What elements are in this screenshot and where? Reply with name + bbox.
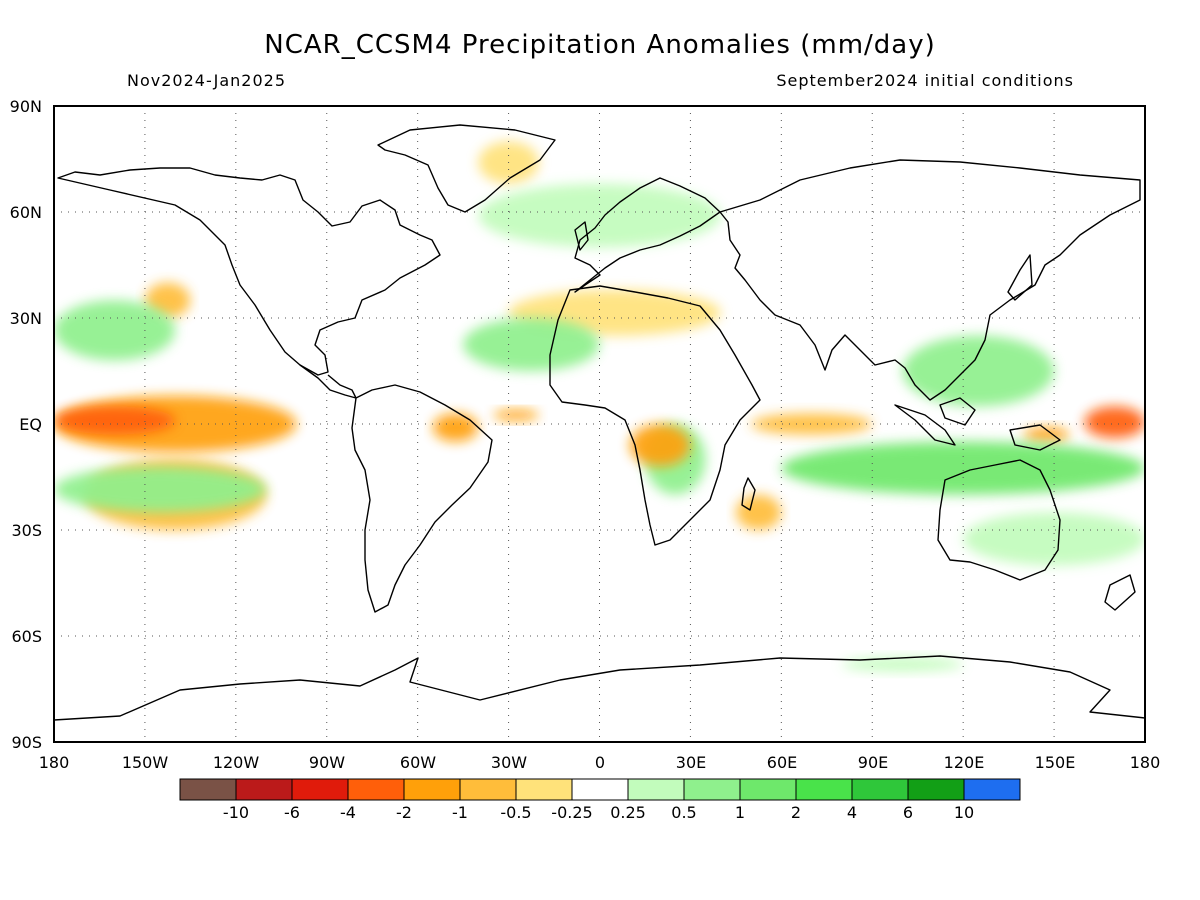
dry-anomaly-region xyxy=(54,406,176,435)
colorbar-label: 10 xyxy=(954,803,974,822)
wet-anomaly-region xyxy=(54,466,267,513)
lat-tick-30s: 30S xyxy=(11,521,42,540)
colorbar-label: -1 xyxy=(452,803,468,822)
colorbar-label: -0.25 xyxy=(551,803,592,822)
coastline-japan xyxy=(1007,254,1033,301)
coastline-europe xyxy=(574,177,721,293)
lat-tick-60n: 60N xyxy=(10,203,42,222)
coastline-maritime-continent xyxy=(894,397,1061,451)
coastline-north-america xyxy=(57,167,441,376)
colorbar-swatch xyxy=(683,778,741,801)
lon-tick-150e: 150E xyxy=(1035,753,1076,772)
colorbar-label: 1 xyxy=(735,803,745,822)
colorbar-swatch xyxy=(291,778,349,801)
colorbar-label: 4 xyxy=(847,803,857,822)
lon-tick-90e: 90E xyxy=(858,753,888,772)
colorbar-swatch xyxy=(571,778,629,801)
colorbar-swatch xyxy=(627,778,685,801)
wet-anomaly-region xyxy=(963,512,1145,566)
period-label: Nov2024-Jan2025 xyxy=(127,71,286,90)
coastline-greenland xyxy=(377,124,556,213)
lat-tick-30n: 30N xyxy=(10,309,42,328)
coastline-new-zealand xyxy=(1104,574,1136,611)
wet-anomaly-region xyxy=(841,657,964,672)
lat-tick-90n: 90N xyxy=(10,97,42,116)
colorbar-swatch xyxy=(515,778,573,801)
dry-anomaly-region xyxy=(432,413,479,442)
lon-tick-180e: 180 xyxy=(1130,753,1161,772)
lon-tick-60e: 60E xyxy=(767,753,797,772)
map-gridlines xyxy=(54,106,1145,742)
wet-anomaly-region xyxy=(463,318,600,371)
dry-anomaly-region xyxy=(735,494,782,530)
colorbar-label: 6 xyxy=(903,803,913,822)
coastline-australia xyxy=(937,459,1061,581)
coastline-central-america xyxy=(299,364,357,399)
wet-anomaly-region xyxy=(781,441,1145,495)
lon-tick-0: 0 xyxy=(595,753,605,772)
coastline-madagascar xyxy=(741,477,756,511)
colorbar-label: -2 xyxy=(396,803,412,822)
coastline-british-isles xyxy=(574,221,589,251)
lon-tick-120e: 120E xyxy=(944,753,985,772)
colorbar-label: -10 xyxy=(223,803,249,822)
colorbar-swatch xyxy=(795,778,853,801)
latitude-tick-labels: 90N 60N 30N EQ 30S 60S 90S xyxy=(10,97,42,752)
lat-tick-eq: EQ xyxy=(19,415,42,434)
coastline-asia xyxy=(719,159,1141,401)
map-title: NCAR_CCSM4 Precipitation Anomalies (mm/d… xyxy=(264,30,936,60)
colorbar-swatch xyxy=(235,778,293,801)
colorbar-swatch xyxy=(403,778,461,801)
colorbar-swatch xyxy=(851,778,909,801)
dry-anomaly-region xyxy=(629,424,691,467)
lon-tick-90w: 90W xyxy=(309,753,345,772)
colorbar xyxy=(179,778,1021,801)
dry-anomaly-region xyxy=(751,413,873,435)
colorbar-label: -4 xyxy=(340,803,356,822)
lon-tick-120w: 120W xyxy=(213,753,260,772)
colorbar-swatch xyxy=(179,778,237,801)
lon-tick-30e: 30E xyxy=(676,753,706,772)
wet-anomaly-region xyxy=(902,335,1055,407)
initial-conditions-label: September2024 initial conditions xyxy=(776,71,1074,90)
colorbar-label: 0.5 xyxy=(671,803,696,822)
coastline-south-america xyxy=(351,384,493,613)
colorbar-swatch xyxy=(347,778,405,801)
colorbar-label: 0.25 xyxy=(610,803,646,822)
dry-anomaly-region xyxy=(493,409,539,421)
lon-tick-150w: 150W xyxy=(122,753,169,772)
colorbar-label: -6 xyxy=(284,803,300,822)
coastline-africa xyxy=(549,285,761,546)
lon-tick-180w: 180 xyxy=(39,753,70,772)
map-frame xyxy=(53,105,1146,743)
colorbar-swatch xyxy=(739,778,797,801)
coastlines xyxy=(54,124,1145,721)
wet-anomaly-region xyxy=(54,300,176,361)
coastline-antarctica xyxy=(54,655,1145,721)
lon-tick-30w: 30W xyxy=(491,753,527,772)
lat-tick-90s: 90S xyxy=(11,733,42,752)
colorbar-label: -0.5 xyxy=(500,803,531,822)
colorbar-swatch xyxy=(963,778,1021,801)
longitude-tick-labels: 180 150W 120W 90W 60W 30W 0 30E 60E 90E … xyxy=(39,753,1161,772)
lat-tick-60s: 60S xyxy=(11,627,42,646)
wet-anomaly-region xyxy=(478,183,721,248)
dry-anomaly-region xyxy=(1084,406,1145,439)
colorbar-label: 2 xyxy=(791,803,801,822)
lon-tick-60w: 60W xyxy=(400,753,436,772)
colorbar-swatch xyxy=(459,778,517,801)
colorbar-labels: -10 -6 -4 -2 -1 -0.5 -0.25 0.25 0.5 1 2 … xyxy=(223,803,974,822)
colorbar-swatch xyxy=(907,778,965,801)
